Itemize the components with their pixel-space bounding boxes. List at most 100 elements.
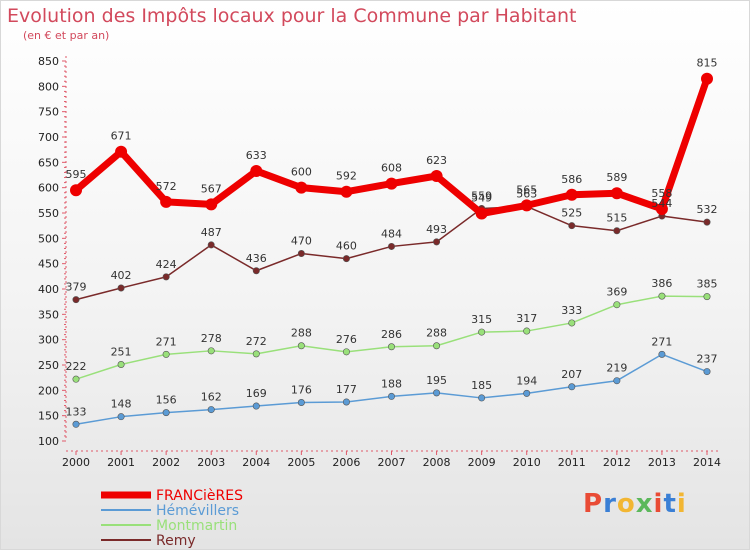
x-tick-label: 2011 <box>558 456 586 469</box>
data-label-francie-res: 600 <box>291 166 312 179</box>
data-point-remy <box>613 227 621 235</box>
data-label-he-me-villers: 188 <box>381 377 402 390</box>
data-label-he-me-villers: 156 <box>156 394 177 407</box>
logo-letter: i <box>653 489 664 519</box>
data-label-montmartin: 385 <box>697 278 718 291</box>
chart-subtitle: (en € et par an) <box>23 29 110 42</box>
x-tick-label: 2000 <box>62 456 90 469</box>
data-label-remy: 470 <box>291 235 312 248</box>
data-label-francie-res: 623 <box>426 154 447 167</box>
data-point-montmartin <box>72 375 80 383</box>
data-label-francie-res: 572 <box>156 180 177 193</box>
data-point-montmartin <box>297 342 305 350</box>
data-label-he-me-villers: 148 <box>111 398 132 411</box>
chart-data-labels: 133 148 156 162 169 176 177 188 195 185 194 207 219 2… <box>66 57 718 419</box>
data-label-remy: 493 <box>426 223 447 236</box>
y-tick-label: 550 <box>38 207 59 220</box>
data-label-remy: 436 <box>246 252 267 265</box>
data-point-remy <box>252 267 260 275</box>
data-label-remy: 544 <box>651 197 672 210</box>
x-tick-label: 2005 <box>287 456 315 469</box>
logo-letter: r <box>603 489 617 519</box>
data-point-montmartin <box>478 328 486 336</box>
x-tick-label: 2014 <box>693 456 721 469</box>
chart-axes: 100 150 200 250 300 350 400 450 500 550 600 650 700 7… <box>38 55 721 469</box>
data-point-francie-res <box>160 195 173 208</box>
data-point-he-me-villers <box>297 398 305 406</box>
data-label-francie-res: 608 <box>381 162 402 175</box>
data-label-francie-res: 592 <box>336 170 357 183</box>
y-tick-label: 300 <box>38 334 59 347</box>
legend-label: FRANCièRES <box>156 488 243 504</box>
data-label-francie-res: 549 <box>471 192 492 205</box>
data-label-francie-res: 589 <box>606 171 627 184</box>
data-point-he-me-villers <box>252 402 260 410</box>
data-point-francie-res <box>520 199 533 212</box>
data-point-montmartin <box>342 348 350 356</box>
data-label-he-me-villers: 207 <box>561 368 582 381</box>
data-label-montmartin: 272 <box>246 335 267 348</box>
data-point-remy <box>72 296 80 304</box>
x-tick-label: 2012 <box>603 456 631 469</box>
data-point-he-me-villers <box>72 420 80 428</box>
data-point-francie-res <box>475 207 488 220</box>
data-label-montmartin: 286 <box>381 328 402 341</box>
data-point-he-me-villers <box>207 406 215 414</box>
data-point-he-me-villers <box>342 398 350 406</box>
data-point-he-me-villers <box>613 377 621 385</box>
data-point-he-me-villers <box>523 389 531 397</box>
x-tick-label: 2001 <box>107 456 135 469</box>
logo-letter: x <box>635 489 654 519</box>
data-point-remy <box>297 250 305 258</box>
y-tick-label: 700 <box>38 131 59 144</box>
legend-label: Hémévillers <box>156 503 239 519</box>
data-label-remy: 525 <box>561 207 582 220</box>
data-label-montmartin: 317 <box>516 312 537 325</box>
data-point-francie-res <box>701 72 713 85</box>
data-point-remy <box>162 273 170 281</box>
data-label-remy: 532 <box>697 203 718 216</box>
data-label-francie-res: 586 <box>561 173 582 186</box>
data-point-francie-res <box>430 170 443 183</box>
data-label-he-me-villers: 133 <box>66 405 87 418</box>
data-point-he-me-villers <box>658 350 666 358</box>
data-label-francie-res: 815 <box>697 57 718 70</box>
data-label-remy: 487 <box>201 226 222 239</box>
y-tick-label: 100 <box>38 435 59 448</box>
y-tick-label: 250 <box>38 359 59 372</box>
data-point-montmartin <box>252 350 260 358</box>
data-label-montmartin: 315 <box>471 313 492 326</box>
data-point-francie-res <box>295 181 308 194</box>
data-point-montmartin <box>568 319 576 327</box>
data-point-francie-res <box>250 164 263 177</box>
data-label-francie-res: 671 <box>111 130 132 143</box>
x-tick-label: 2010 <box>513 456 541 469</box>
data-label-remy: 484 <box>381 227 402 240</box>
y-tick-label: 200 <box>38 384 59 397</box>
y-tick-label: 400 <box>38 283 59 296</box>
proxiti-logo: Proxiti <box>583 489 687 519</box>
data-point-remy <box>568 222 576 230</box>
data-point-montmartin <box>207 347 215 355</box>
y-tick-label: 150 <box>38 410 59 423</box>
y-tick-label: 750 <box>38 106 59 119</box>
chart-title: Evolution des Impôts locaux pour la Comm… <box>7 5 577 27</box>
y-tick-label: 600 <box>38 182 59 195</box>
data-point-montmartin <box>387 343 395 351</box>
data-label-francie-res: 633 <box>246 149 267 162</box>
data-label-remy: 424 <box>156 258 177 271</box>
data-label-remy: 402 <box>111 269 132 282</box>
data-point-he-me-villers <box>162 409 170 417</box>
data-label-he-me-villers: 219 <box>606 362 627 375</box>
y-tick-label: 350 <box>38 308 59 321</box>
x-tick-label: 2003 <box>197 456 225 469</box>
data-label-montmartin: 278 <box>201 332 222 345</box>
data-point-montmartin <box>433 342 441 350</box>
data-label-montmartin: 276 <box>336 333 357 346</box>
y-tick-label: 800 <box>38 80 59 93</box>
data-label-montmartin: 386 <box>651 277 672 290</box>
data-label-montmartin: 222 <box>66 360 87 373</box>
